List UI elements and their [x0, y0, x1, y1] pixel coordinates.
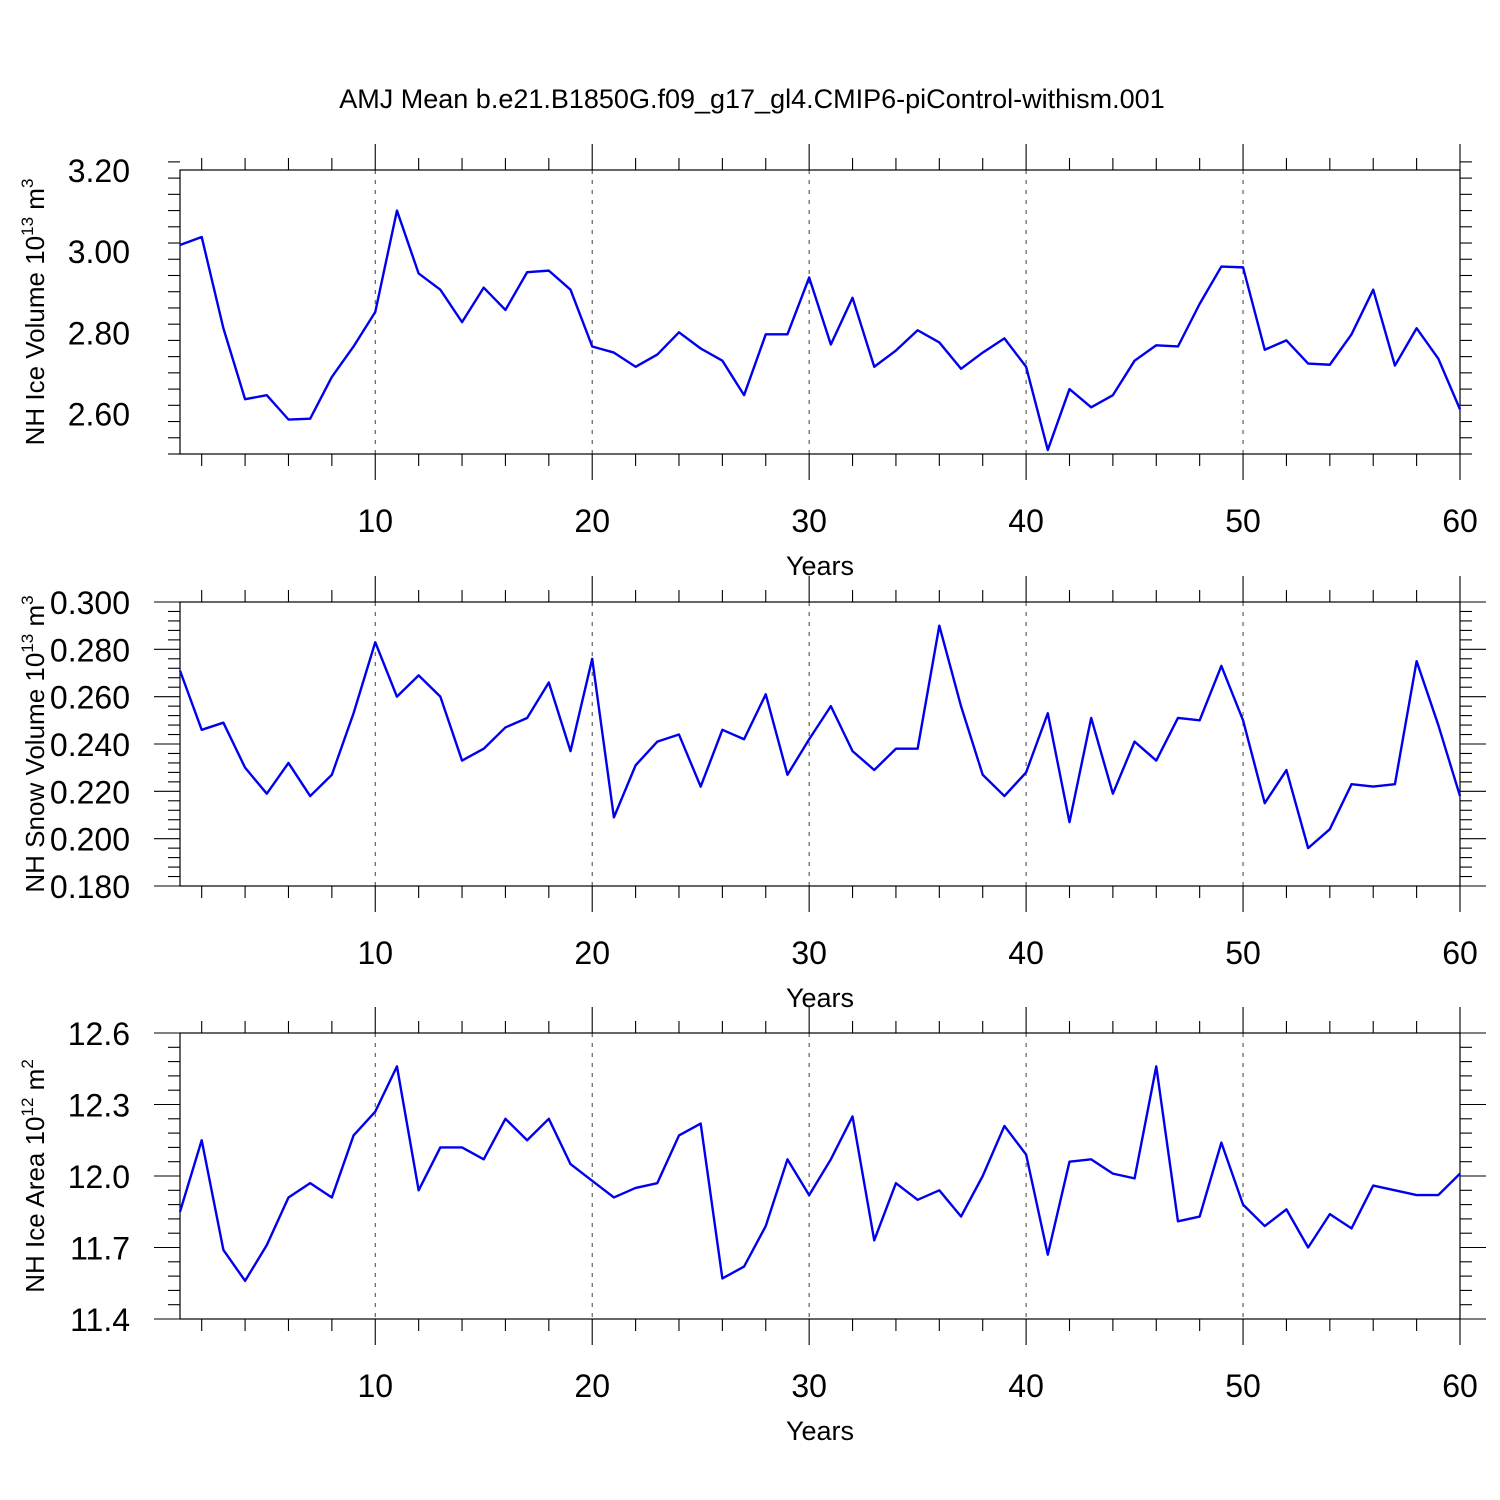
- x-tick-label: 60: [1442, 1368, 1478, 1404]
- x-tick-label: 10: [357, 935, 393, 971]
- series-line: [179, 209, 1462, 452]
- y-tick-label: 0.200: [50, 822, 130, 858]
- y-tick-label: 11.7: [70, 1231, 130, 1267]
- panel-3: 10 20 30 40 50 60 11.4 11.7 12.0 12.3 12.6 Years NH …: [18, 1007, 1486, 1446]
- x-tick-label: 50: [1225, 1368, 1261, 1404]
- x-tick-label: 60: [1442, 935, 1478, 971]
- y-tick-label: 0.280: [50, 632, 130, 668]
- y-axis-label: NH Ice Area 1012 m2: [18, 1059, 50, 1293]
- x-axis-label: Years: [786, 1416, 854, 1446]
- x-tick-label: 40: [1008, 503, 1044, 539]
- series-line: [178, 624, 1462, 850]
- x-tick-label: 10: [357, 503, 393, 539]
- panels: 10 20 30 40 50 60 2.60 2.80 3.00 3.20 Years NH Ice …: [18, 144, 1486, 1446]
- panel-1: 10 20 30 40 50 60 2.60 2.80 3.00 3.20 Years NH Ice …: [18, 144, 1478, 581]
- series-line: [178, 1065, 1461, 1283]
- figure-title: AMJ Mean b.e21.B1850G.f09_g17_gl4.CMIP6-…: [339, 84, 1164, 114]
- x-tick-label: 10: [357, 1368, 393, 1404]
- y-tick-label: 12.3: [68, 1088, 130, 1124]
- y-tick-label: 3.00: [68, 234, 130, 270]
- y-tick-label: 0.300: [50, 585, 130, 621]
- y-tick-label: 11.4: [70, 1302, 130, 1338]
- plot-frame: [179, 169, 1461, 455]
- panel-2: 10 20 30 40 50 60 0.180 0.200 0.220 0.240 0.260 0.2…: [18, 576, 1486, 1013]
- x-tick-label: 50: [1225, 503, 1261, 539]
- x-axis-label: Years: [786, 983, 854, 1013]
- y-tick-label: 2.60: [68, 396, 130, 432]
- x-tick-label: 60: [1442, 503, 1478, 539]
- x-axis-label: Years: [786, 551, 854, 581]
- y-tick-label: 0.180: [50, 869, 130, 905]
- y-tick-label: 0.260: [50, 680, 130, 716]
- y-axis-label: NH Ice Volume 1013 m3: [18, 179, 50, 446]
- y-tick-label: 3.20: [68, 153, 130, 189]
- x-tick-label: 20: [574, 1368, 610, 1404]
- x-tick-label: 30: [791, 1368, 827, 1404]
- plot-frame: [179, 601, 1461, 887]
- x-tick-label: 30: [791, 503, 827, 539]
- y-tick-label: 0.240: [50, 727, 130, 763]
- x-tick-label: 20: [574, 503, 610, 539]
- x-tick-label: 30: [791, 935, 827, 971]
- y-tick-label: 12.0: [68, 1159, 130, 1195]
- x-tick-label: 50: [1225, 935, 1261, 971]
- y-tick-label: 2.80: [68, 315, 130, 351]
- y-tick-label: 0.220: [50, 774, 130, 810]
- y-axis-label: NH Snow Volume 1013 m3: [18, 595, 50, 892]
- x-tick-label: 40: [1008, 935, 1044, 971]
- y-tick-label: 12.6: [68, 1016, 130, 1052]
- x-tick-label: 20: [574, 935, 610, 971]
- x-tick-label: 40: [1008, 1368, 1044, 1404]
